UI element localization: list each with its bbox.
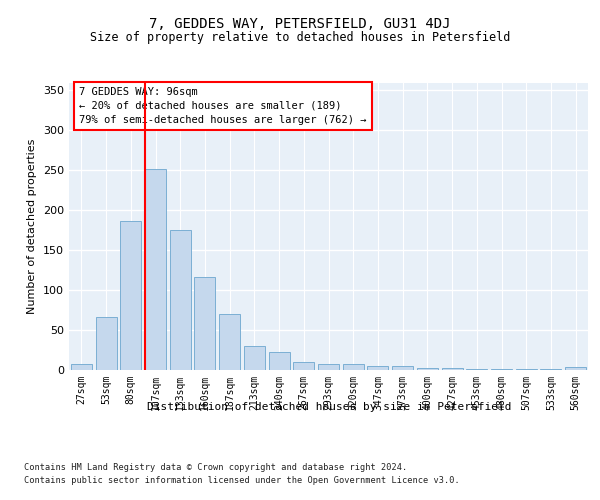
Bar xyxy=(318,364,339,370)
Text: Contains HM Land Registry data © Crown copyright and database right 2024.: Contains HM Land Registry data © Crown c… xyxy=(24,462,407,471)
Bar xyxy=(244,346,265,370)
Bar xyxy=(95,318,116,370)
Text: 7 GEDDES WAY: 96sqm
← 20% of detached houses are smaller (189)
79% of semi-detac: 7 GEDDES WAY: 96sqm ← 20% of detached ho… xyxy=(79,87,367,125)
Text: Contains public sector information licensed under the Open Government Licence v3: Contains public sector information licen… xyxy=(24,476,460,485)
Bar xyxy=(417,368,438,370)
Bar xyxy=(541,369,562,370)
Bar xyxy=(194,276,215,370)
Bar xyxy=(269,352,290,370)
Bar xyxy=(145,169,166,370)
Bar xyxy=(565,367,586,370)
Text: Distribution of detached houses by size in Petersfield: Distribution of detached houses by size … xyxy=(146,402,511,412)
Bar xyxy=(516,369,537,370)
Bar xyxy=(491,369,512,370)
Bar xyxy=(367,366,388,370)
Text: Size of property relative to detached houses in Petersfield: Size of property relative to detached ho… xyxy=(90,31,510,44)
Y-axis label: Number of detached properties: Number of detached properties xyxy=(28,138,37,314)
Bar xyxy=(442,368,463,370)
Bar xyxy=(293,362,314,370)
Bar xyxy=(120,220,141,370)
Bar xyxy=(71,364,92,370)
Bar xyxy=(392,366,413,370)
Bar xyxy=(466,369,487,370)
Bar xyxy=(219,314,240,370)
Bar xyxy=(170,230,191,370)
Text: 7, GEDDES WAY, PETERSFIELD, GU31 4DJ: 7, GEDDES WAY, PETERSFIELD, GU31 4DJ xyxy=(149,18,451,32)
Bar xyxy=(343,364,364,370)
